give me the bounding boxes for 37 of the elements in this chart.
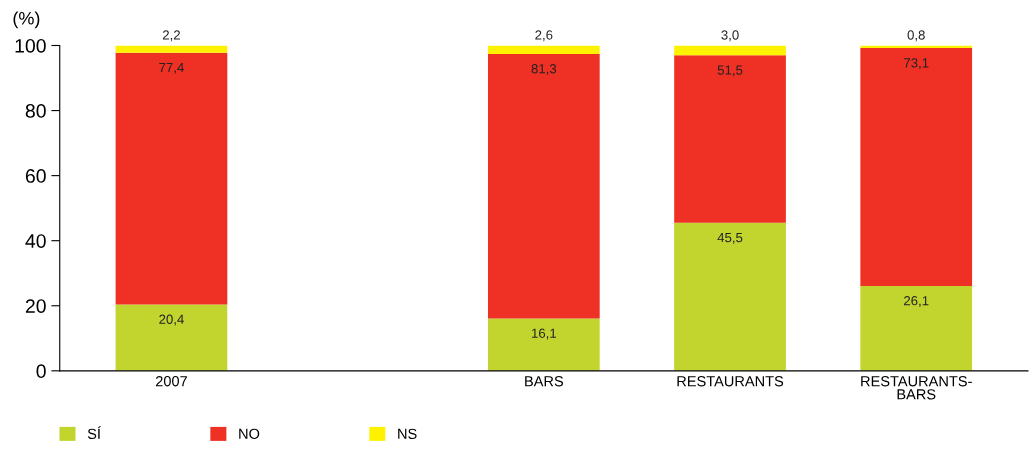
data-label: 16,1 — [532, 328, 557, 340]
bar — [674, 45, 786, 56]
legend-label: SÍ — [87, 426, 101, 439]
bar — [487, 318, 600, 371]
y-tick-label: 60 — [25, 169, 46, 183]
x-tick-label: RESTAURANTS — [677, 376, 784, 387]
bar — [115, 45, 228, 53]
bar — [115, 52, 228, 305]
data-label: 0,8 — [907, 30, 925, 42]
data-label: 77,4 — [159, 62, 184, 74]
bar — [487, 53, 600, 319]
y-tick-label: 0 — [36, 364, 46, 379]
x-tick-label: BARS — [525, 376, 564, 387]
bar — [674, 222, 786, 371]
data-label: 26,1 — [904, 296, 929, 307]
bar — [860, 48, 973, 286]
x-tick-label: 2007 — [155, 376, 187, 387]
data-label: 51,5 — [717, 65, 743, 77]
data-label: 2,6 — [535, 30, 553, 42]
x-tick-label: RESTAURANTS- BARS — [861, 376, 972, 400]
data-label: 2,2 — [162, 30, 180, 42]
y-tick-label: 20 — [25, 299, 46, 313]
legend-label: NS — [398, 428, 417, 439]
bar — [860, 285, 973, 371]
data-label: 81,3 — [531, 64, 557, 75]
bar — [674, 55, 786, 223]
data-label: 20,4 — [159, 314, 184, 326]
y-tick-label: 80 — [25, 104, 46, 118]
legend-label: NO — [239, 428, 260, 439]
data-label: 45,5 — [717, 233, 743, 244]
y-axis-title: (%) — [13, 11, 40, 29]
bar — [487, 45, 600, 54]
bar — [115, 304, 228, 371]
data-label: 73,1 — [904, 58, 929, 70]
y-tick-label: 40 — [25, 234, 46, 248]
y-tick-label: 100 — [15, 38, 46, 53]
data-label: 3,0 — [721, 30, 739, 42]
